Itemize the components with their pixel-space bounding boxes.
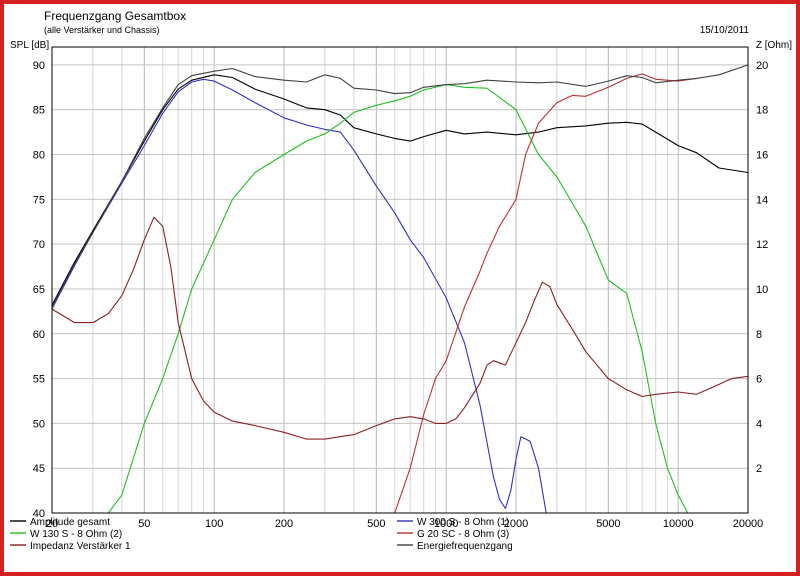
series-line-2 [51, 78, 547, 514]
y-left-tick-label: 65 [33, 284, 45, 296]
x-tick-label: 20000 [733, 518, 764, 530]
y-right-tick-label: 12 [756, 239, 768, 251]
x-tick-label: 10000 [663, 518, 694, 530]
grid [52, 47, 748, 514]
series-line-1 [51, 74, 749, 306]
y-left-tick-label: 60 [33, 329, 45, 341]
frequency-response-chart: 20 50 100 200 500 1000 2000 5000 10000 2000040455… [10, 9, 792, 552]
y-right-tick-label: 20 [756, 60, 768, 72]
legend-label: G 20 SC - 8 Ohm (3) [417, 529, 509, 540]
x-tick-label: 50 [138, 518, 150, 530]
y-axis-right-label: Z [Ohm] [756, 40, 792, 51]
y-left-tick-label: 85 [33, 105, 45, 117]
chart-date: 15/10/2011 [700, 25, 750, 36]
series-line-6 [51, 64, 749, 309]
y-left-tick-label: 90 [33, 60, 45, 72]
y-right-tick-label: 8 [756, 329, 762, 341]
y-left-tick-label: 70 [33, 239, 45, 251]
y-right-tick-label: 14 [756, 194, 768, 206]
y-right-tick-label: 2 [756, 463, 762, 475]
plot-border [51, 46, 749, 514]
chart-subtitle: (alle Verstärker und Chassis) [44, 25, 160, 35]
x-tick-label: 200 [275, 518, 293, 530]
y-left-tick-label: 45 [33, 463, 45, 475]
y-right-tick-label: 4 [756, 418, 762, 430]
series-line-3 [107, 84, 689, 514]
chart-title: Frequenzgang Gesamtbox [44, 9, 186, 23]
y-left-tick-label: 55 [33, 374, 45, 386]
y-right-tick-label: 6 [756, 374, 762, 386]
legend-label: Impedanz Verstärker 1 [30, 541, 131, 552]
x-tick-label: 5000 [596, 518, 620, 530]
legend: Amplitude gesamt W 300 S - 8 Ohm (1) W 130… [10, 517, 513, 552]
ticks: 20 50 100 200 500 1000 2000 5000 10000 2000040455… [33, 60, 769, 530]
series-line-4 [394, 73, 697, 514]
legend-label: Amplitude gesamt [30, 517, 110, 528]
legend-label: W 300 S - 8 Ohm (1) [417, 517, 509, 528]
y-left-tick-label: 75 [33, 194, 45, 206]
x-tick-label: 100 [205, 518, 223, 530]
y-right-tick-label: 16 [756, 150, 768, 162]
legend-label: W 130 S - 8 Ohm (2) [30, 529, 122, 540]
y-left-tick-label: 40 [33, 508, 45, 520]
y-right-tick-label: 10 [756, 284, 768, 296]
x-tick-label: 1000 [434, 518, 458, 530]
y-left-tick-label: 50 [33, 418, 45, 430]
legend-label: Energiefrequenzgang [417, 541, 513, 552]
y-right-tick-label: 18 [756, 105, 768, 117]
x-tick-label: 2000 [504, 518, 528, 530]
y-axis-left-label: SPL [dB] [10, 40, 49, 51]
series-line-5 [51, 216, 749, 440]
series-layer [51, 64, 749, 514]
y-left-tick-label: 80 [33, 150, 45, 162]
x-tick-label: 500 [367, 518, 385, 530]
x-tick-label: 20 [46, 518, 58, 530]
